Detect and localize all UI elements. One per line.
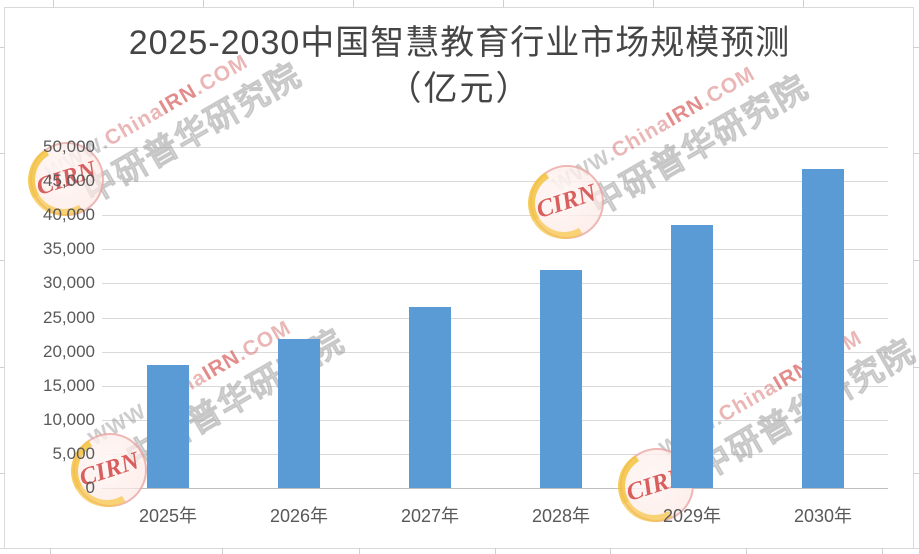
x-axis-label-2026年: 2026年 — [269, 506, 329, 526]
sheet-column-tick — [53, 0, 54, 7]
y-axis-tick-label: 25,000 — [43, 307, 95, 327]
sheet-row-tick — [913, 47, 919, 48]
y-axis-tick-label: 5,000 — [52, 443, 95, 463]
y-axis-tick-label: 15,000 — [43, 375, 95, 395]
sheet-column-tick — [353, 0, 354, 7]
sheet-right-border — [913, 7, 914, 548]
bar-2025年[interactable] — [147, 365, 189, 488]
sheet-column-tick — [503, 0, 504, 7]
sheet-column-tick — [746, 548, 747, 554]
bar-2027年[interactable] — [409, 307, 451, 488]
x-axis-label-2029年: 2029年 — [662, 506, 722, 526]
gridline — [102, 351, 888, 353]
chart-title[interactable]: 2025-2030中国智慧教育行业市场规模预测 （亿元） — [0, 20, 919, 112]
sheet-row-tick — [913, 473, 919, 474]
sheet-row-tick — [0, 153, 4, 154]
gridline — [102, 419, 888, 421]
gridline — [102, 283, 888, 285]
y-axis-tick-label: 30,000 — [43, 273, 95, 293]
bar-2030年[interactable] — [802, 169, 844, 488]
bar-2026年[interactable] — [278, 339, 320, 488]
gridline — [102, 453, 888, 455]
gridline — [102, 385, 888, 387]
sheet-column-tick — [653, 0, 654, 7]
x-axis-label-2025年: 2025年 — [138, 506, 198, 526]
sheet-bottom-border — [0, 548, 919, 549]
sheet-row-tick — [913, 260, 919, 261]
badge-crescent-icon — [520, 159, 608, 247]
y-axis-tick-label: 35,000 — [43, 239, 95, 259]
sheet-column-tick — [50, 548, 51, 554]
sheet-column-tick — [803, 0, 804, 7]
x-axis-label-2028年: 2028年 — [531, 506, 591, 526]
gridline — [102, 317, 888, 319]
y-axis-tick-label: 0 — [85, 478, 95, 497]
gridline — [102, 215, 888, 217]
y-axis-tick-label: 45,000 — [43, 171, 95, 191]
x-axis-label-2027年: 2027年 — [400, 506, 460, 526]
sheet-column-tick — [495, 548, 496, 554]
sheet-row-tick — [0, 367, 4, 368]
y-axis-tick-label: 40,000 — [43, 205, 95, 225]
x-axis-line — [102, 488, 888, 489]
sheet-column-tick — [359, 548, 360, 554]
watermark-badge-label: CIRN — [533, 179, 601, 224]
bar-2029年[interactable] — [671, 225, 713, 488]
watermark-cirn-badge: CIRN — [520, 159, 608, 247]
sheet-left-border — [4, 7, 5, 548]
bar-2028年[interactable] — [540, 270, 582, 488]
gridline — [102, 147, 888, 148]
sheet-top-border — [4, 7, 913, 8]
sheet-column-tick — [203, 0, 204, 7]
chart-title-line2: （亿元） — [387, 70, 532, 108]
sheet-row-tick — [0, 473, 4, 474]
sheet-row-tick — [913, 367, 919, 368]
y-axis-tick-label: 10,000 — [43, 409, 95, 429]
gridline — [102, 181, 888, 183]
sheet-row-tick — [0, 47, 4, 48]
sheet-row-tick — [0, 260, 4, 261]
y-axis-tick-label: 20,000 — [43, 341, 95, 361]
y-axis-tick-label: 50,000 — [43, 137, 95, 156]
gridline — [102, 249, 888, 251]
sheet-column-tick — [222, 548, 223, 554]
x-axis-label-2030年: 2030年 — [793, 506, 853, 526]
sheet-row-tick — [913, 153, 919, 154]
sheet-column-tick — [882, 548, 883, 554]
sheet-column-tick — [610, 548, 611, 554]
chart-title-line1: 2025-2030中国智慧教育行业市场规模预测 — [128, 24, 791, 62]
